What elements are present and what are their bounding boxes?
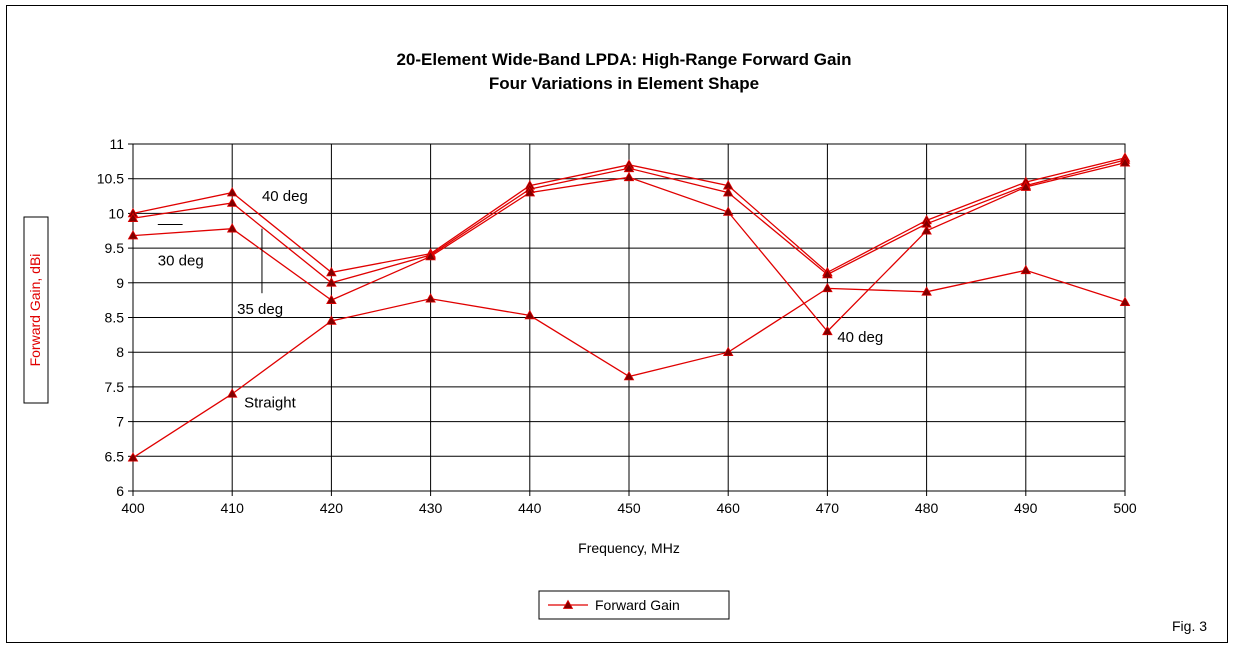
annotation-label: 35 deg bbox=[237, 301, 283, 318]
y-tick-label: 10 bbox=[108, 205, 124, 221]
annotation-label: Straight bbox=[244, 395, 297, 412]
x-axis-title: Frequency, MHz bbox=[578, 540, 680, 556]
y-tick-label: 10.5 bbox=[97, 171, 124, 187]
data-point-marker bbox=[127, 452, 139, 462]
grid bbox=[128, 143, 1126, 496]
annotation-leaders bbox=[157, 224, 263, 294]
data-point-marker bbox=[921, 286, 932, 296]
data-point-marker bbox=[425, 250, 436, 261]
y-tick-label: 9 bbox=[116, 275, 124, 291]
data-point-marker bbox=[127, 229, 139, 240]
y-tick-label: 7.5 bbox=[105, 379, 125, 395]
x-tick-label: 490 bbox=[1014, 500, 1038, 516]
y-tick-label: 11 bbox=[109, 136, 124, 152]
y-tick-label: 9.5 bbox=[105, 240, 125, 256]
data-point-marker bbox=[822, 325, 833, 336]
y-tick-labels: 6 6.5 7 7.5 8 8.5 9 9.5 10 10.5 11 bbox=[97, 136, 124, 499]
chart-title: 20-Element Wide-Band LPDA: High-Range Fo… bbox=[396, 50, 851, 69]
data-point-marker bbox=[226, 186, 238, 197]
data-point-marker bbox=[1119, 296, 1131, 307]
data-point-marker bbox=[722, 346, 734, 357]
data-point-marker bbox=[226, 223, 238, 233]
data-point-marker bbox=[326, 315, 337, 325]
data-point-marker bbox=[226, 197, 238, 207]
x-tick-label: 470 bbox=[816, 500, 840, 516]
figure-label: Fig. 3 bbox=[1172, 618, 1207, 634]
data-point-marker bbox=[425, 293, 436, 303]
chart-subtitle: Four Variations in Element Shape bbox=[489, 74, 759, 93]
plot-area bbox=[132, 143, 1126, 492]
y-axis-title-box: Forward Gain, dBi bbox=[23, 216, 49, 404]
x-tick-label: 450 bbox=[617, 500, 641, 516]
data-point-marker bbox=[1119, 157, 1131, 167]
chart-svg: 20-Element Wide-Band LPDA: High-Range Fo… bbox=[23, 50, 1207, 634]
data-point-marker bbox=[226, 388, 238, 398]
x-tick-label: 410 bbox=[221, 500, 245, 516]
data-point-marker bbox=[722, 206, 734, 216]
data-point-marker bbox=[1020, 181, 1032, 191]
chart-frame: 20-Element Wide-Band LPDA: High-Range Fo… bbox=[6, 5, 1228, 643]
data-point-marker bbox=[326, 277, 337, 287]
data-point-marker bbox=[127, 212, 139, 223]
x-tick-label: 460 bbox=[717, 500, 741, 516]
y-tick-label: 8 bbox=[116, 344, 124, 360]
data-point-marker bbox=[623, 162, 635, 173]
data-point-marker bbox=[326, 266, 337, 277]
x-tick-label: 440 bbox=[518, 500, 542, 516]
y-tick-label: 6.5 bbox=[105, 448, 125, 464]
data-point-marker bbox=[623, 171, 635, 182]
y-tick-label: 6 bbox=[116, 483, 124, 499]
data-point-marker bbox=[921, 225, 932, 235]
x-tick-label: 500 bbox=[1113, 500, 1137, 516]
x-tick-labels: 400 410 420 430 440 450 460 470 480 490 500 bbox=[121, 500, 1137, 516]
y-tick-label: 7 bbox=[116, 414, 124, 430]
series-markers bbox=[127, 152, 1131, 462]
legend: Forward Gain bbox=[538, 590, 730, 620]
x-tick-label: 480 bbox=[915, 500, 939, 516]
annotation-label: 30 deg bbox=[158, 252, 204, 269]
data-point-marker bbox=[326, 294, 337, 304]
annotation-label: 40 deg bbox=[837, 329, 883, 346]
annotations: 40 deg 30 deg 35 deg Straight 40 deg bbox=[158, 188, 883, 412]
legend-label: Forward Gain bbox=[595, 597, 680, 613]
data-point-marker bbox=[722, 186, 734, 197]
x-tick-label: 420 bbox=[320, 500, 344, 516]
data-point-marker bbox=[822, 282, 833, 293]
data-point-marker bbox=[524, 186, 536, 197]
y-axis-title: Forward Gain, dBi bbox=[27, 254, 43, 367]
data-point-marker bbox=[1020, 264, 1032, 275]
data-point-marker bbox=[524, 309, 536, 320]
annotation-label: 40 deg bbox=[262, 188, 308, 205]
legend-marker bbox=[562, 599, 574, 609]
x-tick-label: 430 bbox=[419, 500, 443, 516]
x-tick-label: 400 bbox=[121, 500, 145, 516]
data-point-marker bbox=[623, 370, 635, 381]
y-tick-label: 8.5 bbox=[105, 310, 125, 326]
data-point-marker bbox=[822, 268, 833, 279]
